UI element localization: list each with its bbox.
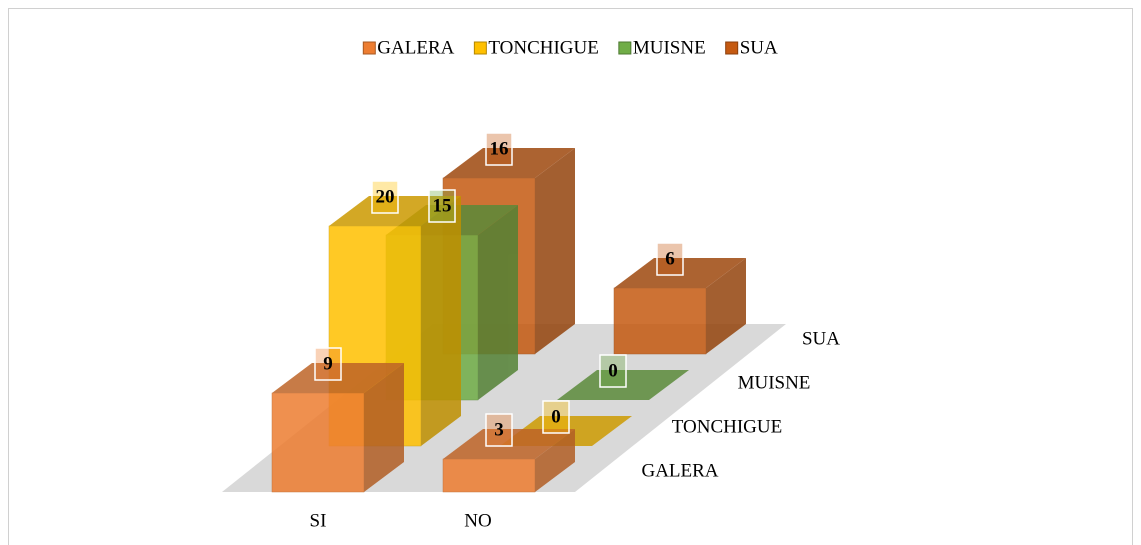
data-label-box	[428, 189, 456, 223]
bar-front	[442, 458, 536, 493]
bar-top	[557, 370, 689, 400]
depth-label: GALERA	[641, 460, 718, 481]
legend-swatch	[725, 41, 739, 55]
data-label-box	[656, 242, 684, 276]
data-label-box	[485, 413, 513, 447]
bar-side	[364, 363, 404, 492]
data-label-box	[371, 180, 399, 214]
bar-front	[271, 392, 365, 493]
bar	[271, 363, 404, 493]
bar-top	[443, 429, 575, 459]
data-label: 9	[323, 353, 333, 374]
legend-label: MUISNE	[633, 37, 706, 58]
bar-side	[706, 258, 746, 354]
data-label-box	[542, 400, 570, 434]
bar	[557, 370, 689, 400]
legend-swatch	[473, 41, 487, 55]
x-tick-label: SI	[310, 510, 327, 531]
data-label: 16	[490, 138, 509, 159]
data-label: 0	[551, 406, 561, 427]
x-tick-label: NO	[464, 510, 491, 531]
legend-label: TONCHIGUE	[488, 37, 598, 58]
bar	[613, 258, 746, 355]
legend-item: SUA	[725, 37, 778, 58]
depth-label: MUISNE	[738, 372, 811, 393]
legend-label: GALERA	[377, 37, 454, 58]
data-label: 20	[376, 186, 395, 207]
bar-side	[478, 205, 518, 400]
data-label: 15	[433, 195, 452, 216]
data-label: 6	[665, 248, 675, 269]
legend-swatch	[362, 41, 376, 55]
bar-side	[535, 148, 575, 354]
legend-item: TONCHIGUE	[473, 37, 599, 58]
legend-item: MUISNE	[618, 37, 706, 58]
data-label-box	[485, 132, 513, 166]
bar-top	[614, 258, 746, 288]
data-label: 3	[494, 419, 504, 440]
bar	[442, 429, 575, 493]
depth-label: SUA	[802, 328, 840, 349]
bar-top	[443, 148, 575, 178]
data-label: 0	[608, 360, 618, 381]
bar-top	[329, 196, 461, 226]
legend-label: SUA	[740, 37, 778, 58]
depth-label: TONCHIGUE	[672, 416, 782, 437]
bar-side	[421, 196, 461, 446]
bar-front	[613, 287, 707, 355]
legend: GALERA TONCHIGUE MUISNE SUA	[362, 37, 778, 58]
data-label-box	[599, 354, 627, 388]
data-label-box	[314, 347, 342, 381]
legend-item: GALERA	[362, 37, 455, 58]
bar-side	[535, 429, 575, 492]
legend-swatch	[618, 41, 632, 55]
bar-top	[272, 363, 404, 393]
